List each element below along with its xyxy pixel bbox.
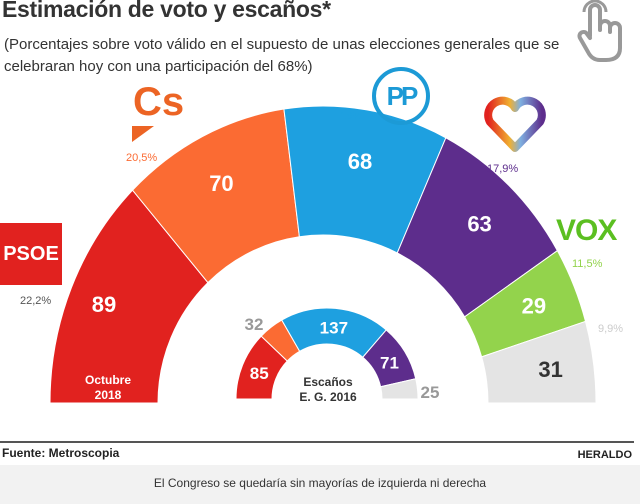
cs-logo: Cs xyxy=(133,80,185,124)
small-chart-label: Escaños xyxy=(303,375,353,389)
podemos-heart-icon xyxy=(484,96,546,152)
seat-label: 89 xyxy=(92,292,116,317)
small-seat-label: 71 xyxy=(380,353,399,372)
small-seat-label: 25 xyxy=(421,383,440,402)
small-seat-label: 32 xyxy=(245,315,264,334)
vote-pct-label: 11,5% xyxy=(572,258,603,270)
caption-bar xyxy=(0,465,640,504)
period-label: Octubre xyxy=(85,373,131,387)
psoe-logo: PSOE xyxy=(0,223,62,285)
seat-label: 68 xyxy=(348,149,372,174)
seat-label: 70 xyxy=(209,171,233,196)
cs-logo-triangle xyxy=(132,126,154,142)
brand-text: HERALDO xyxy=(577,449,632,461)
footer-divider xyxy=(0,441,634,443)
small-chart-label: E. G. 2016 xyxy=(299,390,357,404)
big-segment-otros xyxy=(481,320,597,404)
small-seat-label: 137 xyxy=(320,318,348,337)
period-label: 2018 xyxy=(95,388,122,402)
source-text: Fuente: Metroscopia xyxy=(2,446,120,460)
vote-pct-label: 20,5% xyxy=(126,152,157,164)
chart-subtitle: (Porcentajes sobre voto válido en el sup… xyxy=(4,36,560,75)
vox-logo: VOX xyxy=(556,214,617,247)
vote-pct-label: 9,9% xyxy=(598,323,623,335)
hand-pointer-icon[interactable] xyxy=(576,0,626,64)
chart-title: Estimación de voto y escaños* xyxy=(2,0,331,22)
small-seat-label: 85 xyxy=(250,364,269,383)
seat-label: 29 xyxy=(522,294,546,319)
pp-logo: PP xyxy=(372,67,430,125)
vote-pct-label: 22,2% xyxy=(20,295,51,307)
small-segment-otros xyxy=(380,378,419,400)
image-caption: El Congreso se quedaría sin mayorías de … xyxy=(153,476,487,490)
seat-label: 31 xyxy=(538,357,562,382)
vote-pct-label: 18% xyxy=(340,110,362,122)
vote-pct-label: 17,9% xyxy=(487,163,518,175)
seat-label: 63 xyxy=(467,211,491,236)
